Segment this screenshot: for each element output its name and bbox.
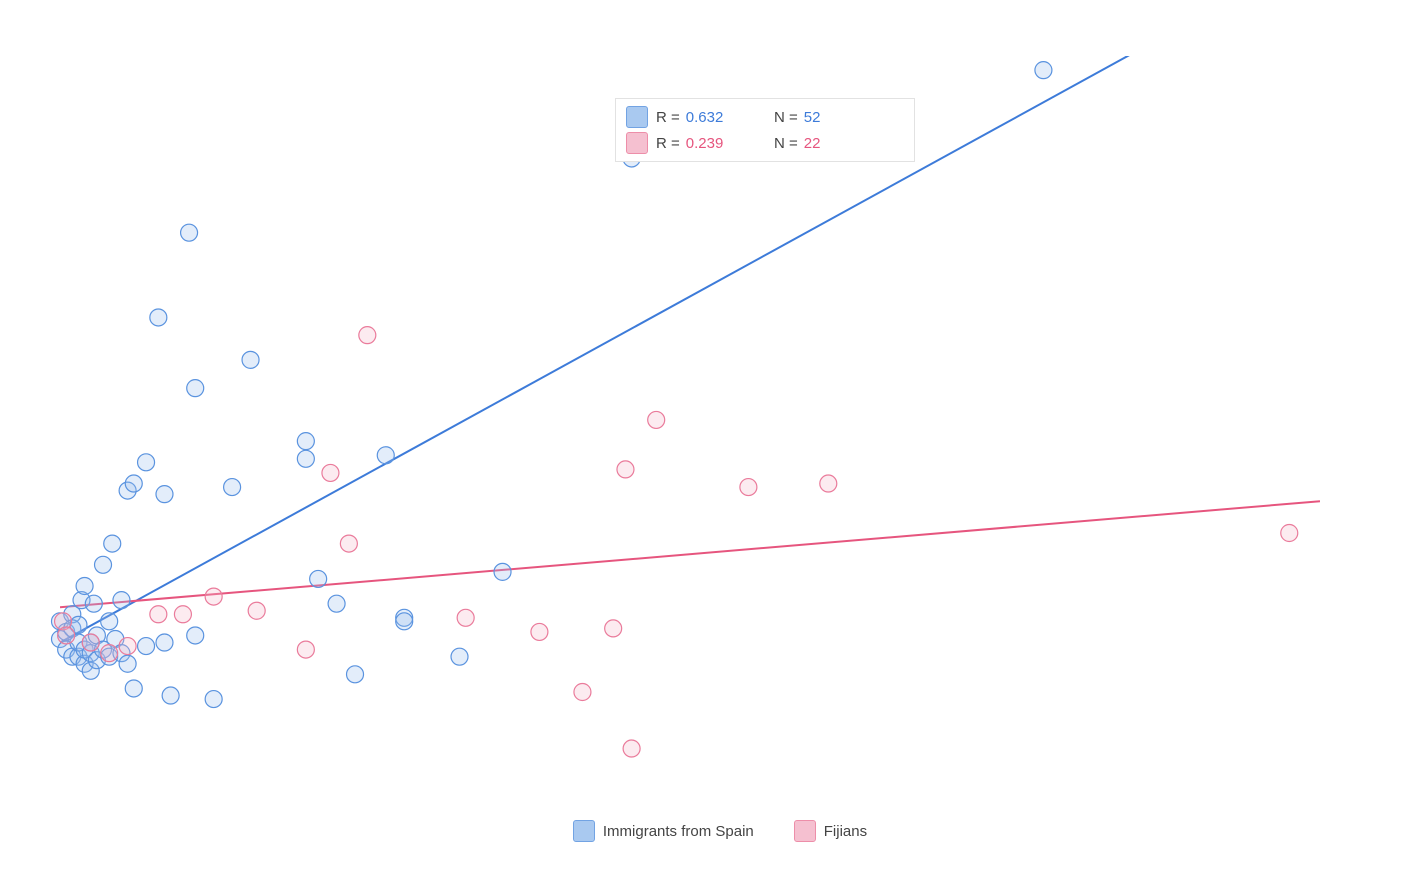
data-point: [297, 450, 314, 467]
title-bar: [0, 0, 1406, 14]
legend-label: Immigrants from Spain: [603, 823, 754, 840]
legend-r: R = 0.632: [656, 109, 766, 126]
regression-line-spain: [60, 46, 1166, 643]
legend-stats-box: R = 0.632 N = 52 R = 0.239 N = 22: [615, 98, 915, 162]
data-point: [242, 351, 259, 368]
data-point: [451, 648, 468, 665]
data-point: [310, 570, 327, 587]
data-point: [248, 602, 265, 619]
data-point: [347, 666, 364, 683]
data-point: [396, 613, 413, 630]
data-point: [181, 224, 198, 241]
data-point: [1281, 525, 1298, 542]
data-point: [531, 623, 548, 640]
data-point: [101, 613, 118, 630]
plot-area: R = 0.632 N = 52 R = 0.239 N = 22 Immigrant…: [50, 46, 1390, 846]
data-point: [623, 740, 640, 757]
data-point: [150, 309, 167, 326]
data-point: [494, 563, 511, 580]
data-point: [95, 556, 112, 573]
data-point: [224, 479, 241, 496]
data-point: [156, 634, 173, 651]
data-point: [648, 411, 665, 428]
data-point: [359, 327, 376, 344]
data-point: [322, 464, 339, 481]
data-point: [1035, 62, 1052, 79]
data-point: [617, 461, 634, 478]
data-point: [820, 475, 837, 492]
legend-item-spain: Immigrants from Spain: [573, 820, 754, 842]
data-point: [82, 634, 99, 651]
data-point: [574, 684, 591, 701]
scatter-plot-svg: [50, 46, 1390, 846]
data-point: [150, 606, 167, 623]
data-point: [328, 595, 345, 612]
data-point: [297, 433, 314, 450]
legend-r: R = 0.239: [656, 135, 766, 152]
data-point: [138, 638, 155, 655]
data-point: [205, 691, 222, 708]
data-point: [340, 535, 357, 552]
data-point: [113, 592, 130, 609]
legend-label: Fijians: [824, 823, 867, 840]
legend-swatch: [626, 132, 648, 154]
data-point: [119, 638, 136, 655]
data-point: [138, 454, 155, 471]
data-point: [740, 479, 757, 496]
legend-swatch: [794, 820, 816, 842]
legend-n: N = 22: [774, 135, 820, 152]
data-point: [58, 627, 75, 644]
data-point: [125, 680, 142, 697]
data-point: [605, 620, 622, 637]
data-point: [297, 641, 314, 658]
legend-swatch: [626, 106, 648, 128]
data-point: [125, 475, 142, 492]
legend-bottom: Immigrants from Spain Fijians: [50, 820, 1390, 842]
legend-n: N = 52: [774, 109, 820, 126]
data-point: [156, 486, 173, 503]
data-point: [205, 588, 222, 605]
data-point: [187, 627, 204, 644]
data-point: [76, 578, 93, 595]
data-point: [85, 595, 102, 612]
regression-line-fijians: [60, 501, 1320, 607]
data-point: [101, 645, 118, 662]
data-point: [162, 687, 179, 704]
data-point: [457, 609, 474, 626]
legend-stats-row-spain: R = 0.632 N = 52: [626, 104, 904, 130]
data-point: [174, 606, 191, 623]
legend-item-fijians: Fijians: [794, 820, 867, 842]
data-point: [104, 535, 121, 552]
data-point: [187, 380, 204, 397]
legend-swatch: [573, 820, 595, 842]
series-fijians: [55, 327, 1298, 757]
data-point: [119, 655, 136, 672]
legend-stats-row-fijians: R = 0.239 N = 22: [626, 130, 904, 156]
data-point: [377, 447, 394, 464]
